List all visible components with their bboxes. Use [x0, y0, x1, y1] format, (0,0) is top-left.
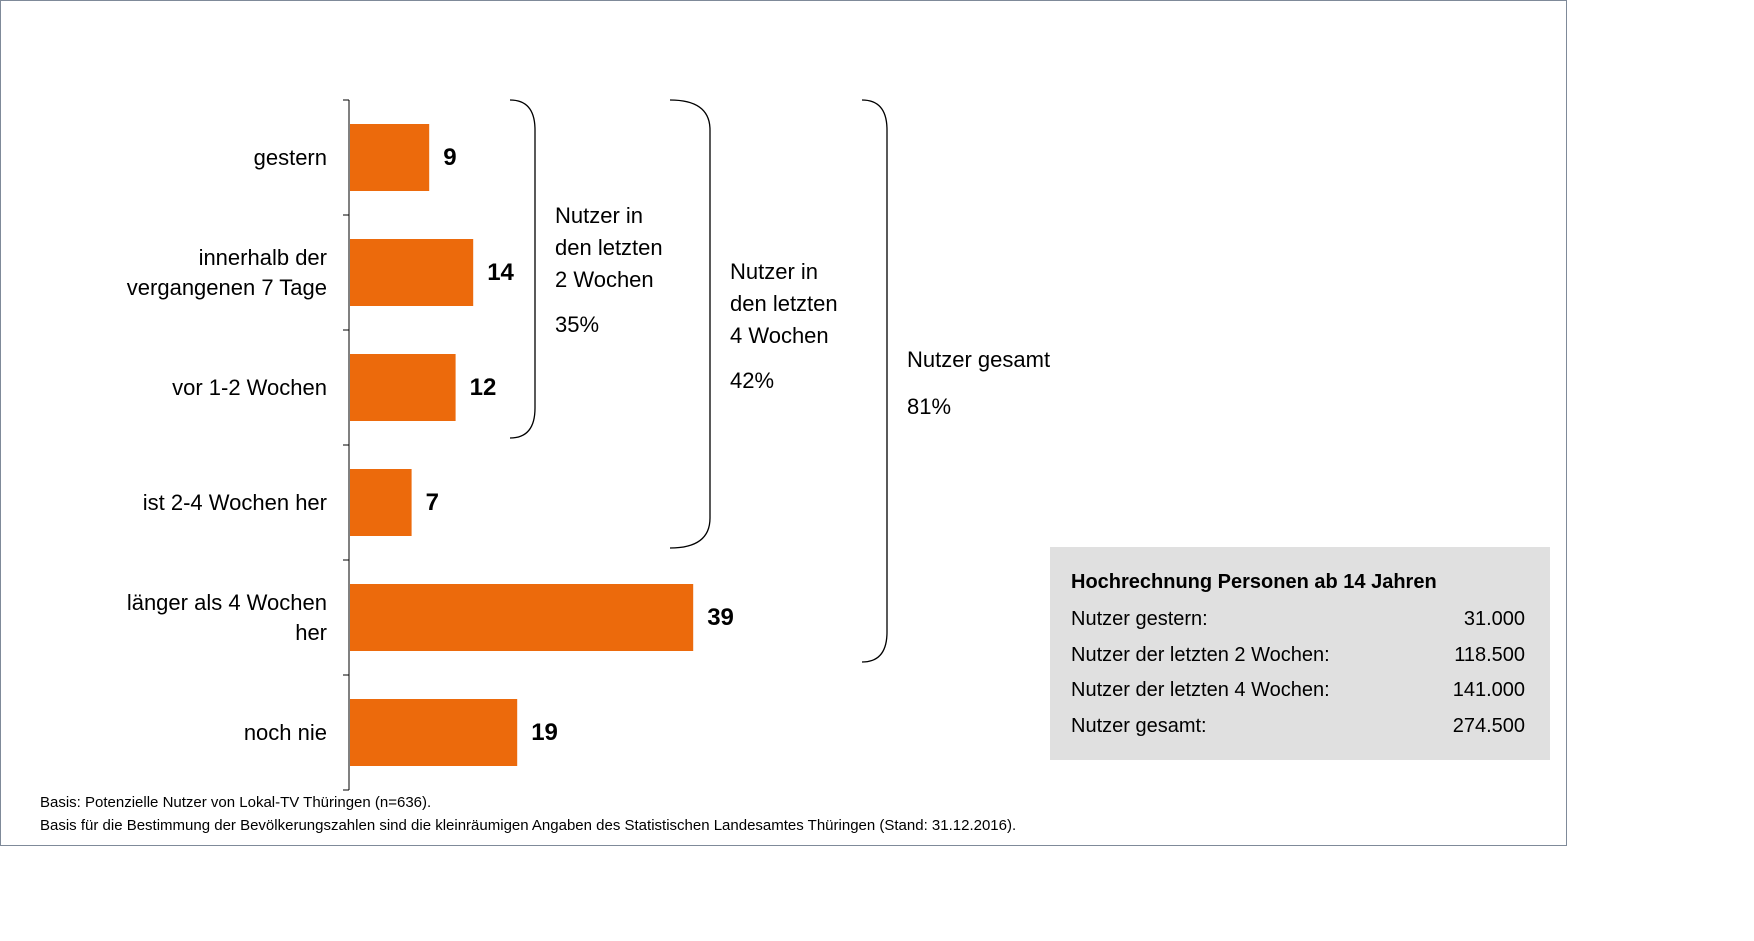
box-row: Nutzer der letzten 4 Wochen: 141.000: [1071, 679, 1525, 702]
box-title: Hochrechnung Personen ab 14 Jahren: [1071, 571, 1437, 593]
bar: [350, 584, 694, 651]
box-row-value: 274.500: [1452, 714, 1525, 737]
box-row-label: Nutzer der letzten 4 Wochen:: [1071, 679, 1330, 701]
bar: [350, 239, 474, 306]
bar: [350, 469, 412, 536]
annotation-percent: 81%: [907, 394, 952, 419]
bar: [350, 699, 518, 766]
value-label: 7: [425, 488, 439, 516]
box-row: Nutzer gesamt: 274.500: [1071, 715, 1525, 738]
category-label: ist 2-4 Wochen her: [142, 489, 327, 515]
annotation-text: Nutzer gesamt: [907, 347, 1051, 372]
annotation-text: Nutzer in den letzten 4 Wochen: [730, 259, 838, 348]
annotation-percent: 42%: [730, 368, 775, 393]
box-row-value: 31.000: [1463, 608, 1525, 630]
annotation-percent: 35%: [555, 312, 600, 337]
box-row-label: Nutzer gesamt:: [1071, 714, 1207, 737]
value-label: 19: [531, 718, 558, 746]
bracket: [861, 99, 888, 663]
bar: [350, 124, 430, 191]
footnote: Basis: Potenzielle Nutzer von Lokal-TV T…: [40, 794, 432, 811]
annotation-text: Nutzer in den letzten 2 Wochen: [555, 203, 663, 292]
bar: [350, 354, 456, 421]
value-label: 39: [707, 603, 734, 631]
footnote: Basis für die Bestimmung der Bevölkerung…: [40, 817, 1017, 834]
box-row-value: 141.000: [1452, 679, 1525, 701]
box-row-label: Nutzer gestern:: [1071, 608, 1208, 630]
summary-box: Hochrechnung Personen ab 14 Jahren Nutze…: [1050, 547, 1550, 760]
bracket: [509, 99, 536, 439]
category-label: innerhalb der vergangenen 7 Tage: [126, 244, 327, 300]
box-row: Nutzer gestern: 31.000: [1071, 608, 1525, 631]
value-label: 14: [487, 258, 514, 286]
box-row: Nutzer der letzten 2 Wochen: 118.500: [1071, 644, 1525, 667]
category-label: gestern: [253, 144, 327, 170]
bracket: [669, 99, 711, 549]
category-label: noch nie: [243, 719, 327, 745]
frame: [0, 0, 1567, 846]
value-label: 9: [443, 143, 457, 171]
box-row-label: Nutzer der letzten 2 Wochen:: [1071, 643, 1330, 666]
value-label: 12: [469, 373, 497, 401]
box-row-value: 118.500: [1454, 643, 1525, 666]
category-label: vor 1-2 Wochen: [172, 374, 327, 400]
category-label: länger als 4 Wochen her: [126, 589, 327, 645]
